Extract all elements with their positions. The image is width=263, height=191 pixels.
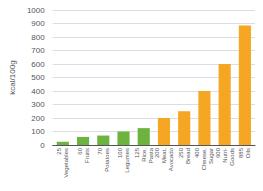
svg-text:Bread: Bread [185, 148, 191, 164]
svg-text:Legumes: Legumes [124, 148, 130, 173]
svg-text:Fruits: Fruits [84, 148, 90, 163]
svg-text:500: 500 [31, 73, 45, 82]
svg-text:0: 0 [40, 141, 45, 150]
svg-text:1000: 1000 [27, 6, 45, 15]
svg-text:400: 400 [31, 87, 45, 96]
svg-text:Rice,: Rice, [141, 148, 147, 162]
svg-text:70: 70 [97, 147, 103, 154]
svg-text:Sugar: Sugar [208, 148, 214, 164]
svg-text:25: 25 [56, 147, 62, 154]
svg-text:400: 400 [194, 147, 200, 158]
svg-text:125: 125 [134, 147, 140, 158]
svg-text:800: 800 [31, 33, 45, 42]
svg-text:Pasta: Pasta [148, 147, 154, 163]
svg-text:Potatoes: Potatoes [104, 148, 110, 172]
svg-text:Nutri-: Nutri- [222, 148, 228, 163]
svg-text:300: 300 [31, 100, 45, 109]
svg-text:885: 885 [238, 147, 244, 158]
svg-text:250: 250 [178, 147, 184, 158]
svg-text:Vegetables: Vegetables [63, 148, 69, 178]
svg-text:Meat,: Meat, [161, 148, 167, 163]
svg-text:100: 100 [117, 147, 123, 158]
svg-text:kcal/100g: kcal/100g [8, 60, 17, 94]
svg-text:600: 600 [31, 60, 45, 69]
svg-text:Cheese,: Cheese, [201, 148, 207, 171]
svg-text:100: 100 [31, 127, 45, 136]
svg-text:Oils: Oils [245, 148, 251, 158]
svg-text:200: 200 [31, 114, 45, 123]
svg-text:Goods: Goods [229, 148, 235, 166]
svg-text:Avocado: Avocado [168, 147, 174, 171]
svg-text:700: 700 [31, 46, 45, 55]
svg-text:200: 200 [154, 147, 160, 158]
svg-text:600: 600 [215, 147, 221, 158]
svg-text:900: 900 [31, 19, 45, 28]
svg-text:60: 60 [77, 147, 83, 154]
